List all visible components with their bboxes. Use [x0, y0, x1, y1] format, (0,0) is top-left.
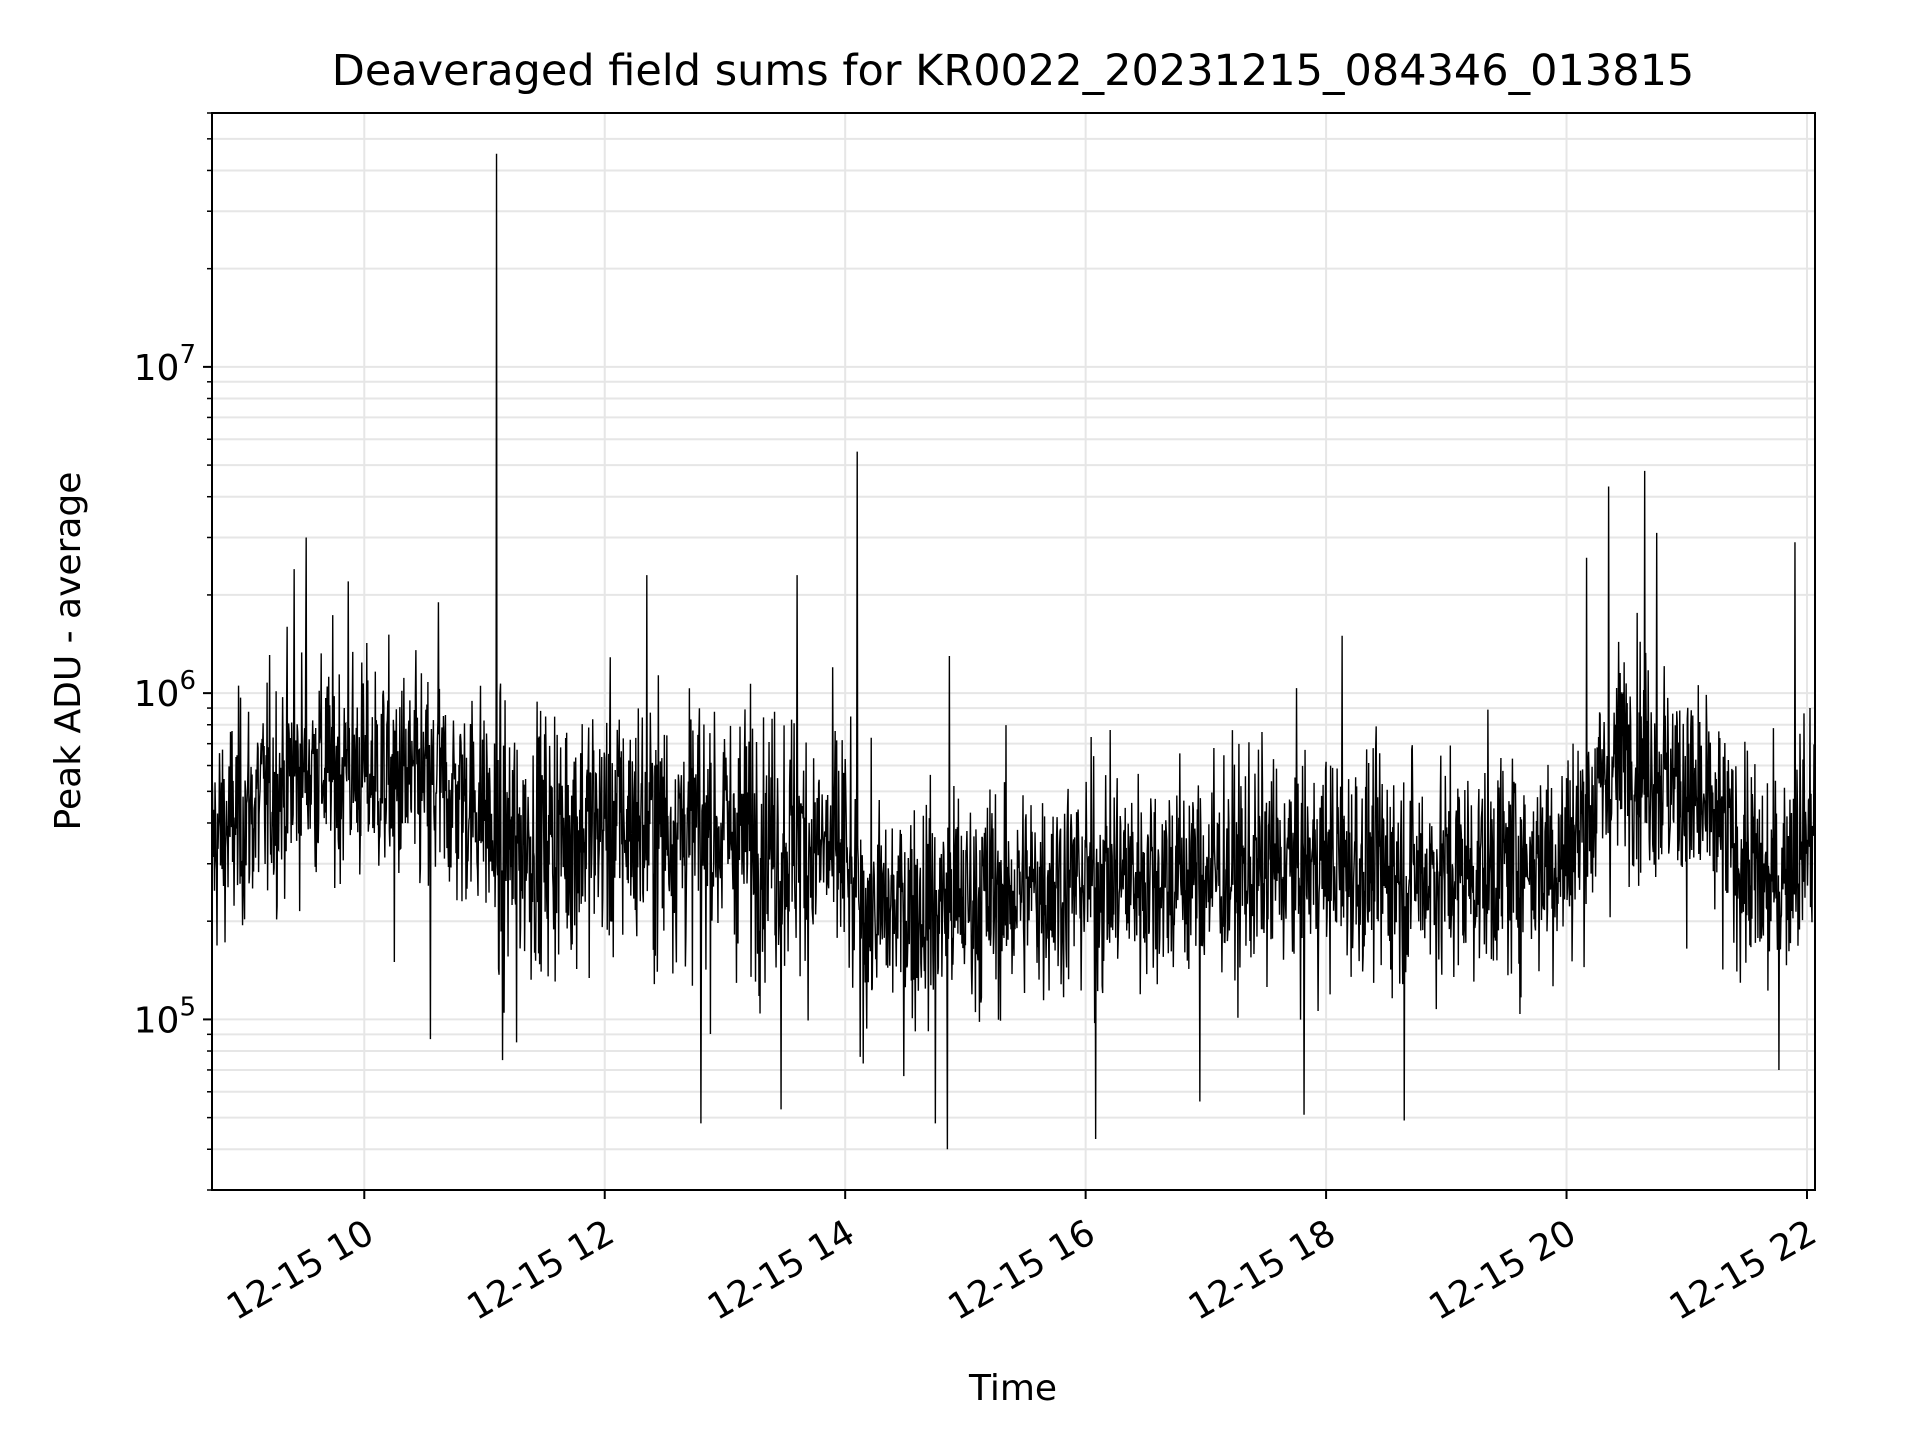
- plot-frame: [211, 112, 1816, 1191]
- chart-title: Deaveraged field sums for KR0022_2023121…: [332, 46, 1695, 96]
- series-line: [211, 153, 1816, 1150]
- y-tick-exponent: 7: [179, 340, 196, 370]
- x-axis-label: Time: [968, 1368, 1057, 1409]
- series-line-path: [211, 153, 1816, 1150]
- y-tick-exponent: 6: [179, 666, 196, 696]
- y-axis-label: Peak ADU - average: [48, 472, 89, 831]
- y-tick-exponent: 5: [179, 992, 196, 1022]
